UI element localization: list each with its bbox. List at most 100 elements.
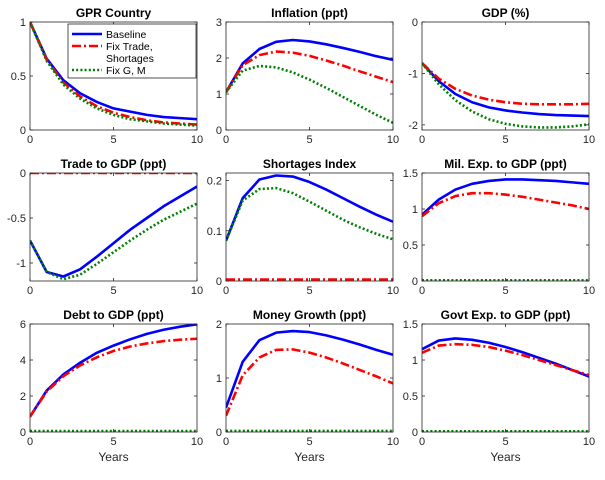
x-tick-label: 5: [502, 436, 508, 448]
series-group: [226, 329, 393, 432]
x-tick-label: 5: [306, 285, 312, 297]
y-tick-label: 1: [20, 17, 26, 29]
y-tick-label: 1: [412, 204, 418, 216]
series-line-baseline: [30, 185, 197, 278]
series-line-baseline: [422, 337, 589, 378]
series-line-fix-g-m: [30, 202, 197, 281]
series-line-baseline: [30, 324, 197, 418]
panel-trade-to-gdp-ppt: Trade to GDP (ppt) -1 -0.5 0 0 5 10: [7, 157, 203, 297]
y-tick-label: 0.5: [11, 71, 26, 83]
panel-mil-exp-to-gdp-ppt: Mil. Exp. to GDP (ppt) 0 0.5 1 1.5 0 5 10: [403, 157, 595, 297]
x-tick-label: 0: [419, 285, 425, 297]
y-tick-label: 0.2: [207, 176, 222, 188]
y-tick-label: 1: [412, 355, 418, 367]
series-group: [30, 173, 197, 281]
x-tick-label: 10: [387, 285, 399, 297]
x-tick-label: 10: [583, 436, 595, 448]
x-tick-label: 0: [27, 134, 33, 146]
y-tick-label: 2: [216, 319, 222, 331]
panel-title: GPR Country: [76, 6, 152, 20]
series-line-baseline: [422, 178, 589, 216]
x-tick-label: 10: [191, 436, 203, 448]
series-line-fix-trade-shortages: [30, 337, 197, 418]
x-tick-label: 5: [502, 285, 508, 297]
panel-title: Inflation (ppt): [271, 6, 348, 20]
x-tick-label: 0: [419, 134, 425, 146]
series-line-fix-g-m: [226, 186, 393, 242]
series-group: [422, 178, 589, 281]
y-tick-label: 0: [216, 276, 222, 288]
y-tick-label: 0: [20, 125, 26, 137]
panel-shortages-index: Shortages Index 0 0.1 0.2 0 5 10: [207, 157, 399, 297]
x-tick-label: 5: [110, 285, 116, 297]
series-line-fix-trade-shortages: [226, 50, 393, 93]
x-tick-label: 5: [110, 134, 116, 146]
x-tick-label: 10: [387, 436, 399, 448]
x-tick-label: 0: [419, 436, 425, 448]
x-axis-label: Years: [98, 450, 128, 464]
panel-inflation-ppt: Inflation (ppt) 0 1 2 3 0 5 10: [216, 6, 399, 146]
panel-govt-exp-to-gdp-ppt: Govt Exp. to GDP (ppt) 0 0.5 1 1.5 0 5 10 Years: [403, 308, 595, 464]
y-tick-label: 0.5: [403, 240, 418, 252]
x-tick-label: 0: [27, 436, 33, 448]
series-group: [422, 62, 589, 129]
axes-box: [421, 172, 590, 282]
panel-title: GDP (%): [482, 6, 530, 20]
series-line-fix-trade-shortages: [422, 62, 589, 106]
x-tick-label: 5: [306, 436, 312, 448]
series-line-fix-g-m: [30, 22, 197, 127]
y-tick-label: 0: [20, 168, 26, 180]
series-line-fix-trade-shortages: [422, 342, 589, 377]
legend-label-fix-trade-shortages: Fix Trade, Shortages: [106, 41, 154, 65]
panel-title: Govt Exp. to GDP (ppt): [441, 308, 571, 322]
series-group: [226, 38, 393, 124]
series-group: [30, 324, 197, 432]
panel-title: Trade to GDP (ppt): [61, 157, 167, 171]
series-line-fix-trade-shortages: [422, 191, 589, 218]
x-tick-label: 0: [27, 285, 33, 297]
axes-box: [225, 323, 394, 433]
axes-box: [421, 21, 590, 131]
y-tick-label: -0.5: [7, 213, 26, 225]
series-line-fix-trade-shortages: [226, 348, 393, 417]
y-tick-label: 0: [412, 17, 418, 29]
y-tick-label: 0.5: [403, 391, 418, 403]
y-tick-label: 0: [216, 125, 222, 137]
panel-title: Money Growth (ppt): [253, 308, 366, 322]
x-axis-label: Years: [490, 450, 520, 464]
y-tick-label: 4: [20, 355, 26, 367]
x-tick-label: 5: [110, 436, 116, 448]
series-line-baseline: [226, 38, 393, 93]
y-tick-label: -1: [408, 68, 418, 80]
panel-money-growth-ppt: Money Growth (ppt) 0 1 2 0 5 10 Years: [216, 308, 399, 464]
panel-gdp: GDP (%) -2 -1 0 0 5 10: [408, 6, 595, 146]
x-tick-label: 10: [191, 285, 203, 297]
series-group: [226, 174, 393, 281]
y-tick-label: 1.5: [403, 319, 418, 331]
legend-label-baseline: Baseline: [106, 29, 146, 41]
series-line-fix-g-m: [422, 62, 589, 129]
x-tick-label: 5: [306, 134, 312, 146]
y-tick-label: 0: [20, 427, 26, 439]
y-tick-label: 0: [412, 276, 418, 288]
legend-label-fix-g-m: Fix G, M: [106, 65, 146, 77]
series-group: [30, 22, 197, 127]
series-line-baseline: [226, 174, 393, 242]
axes-box: [225, 21, 394, 131]
axes-box: [29, 323, 198, 433]
x-tick-label: 10: [583, 134, 595, 146]
y-tick-label: 2: [216, 53, 222, 65]
y-tick-label: 0: [412, 427, 418, 439]
series-group: [422, 337, 589, 432]
panel-title: Mil. Exp. to GDP (ppt): [444, 157, 566, 171]
x-tick-label: 0: [223, 134, 229, 146]
y-tick-label: 0.1: [207, 226, 222, 238]
y-tick-label: 2: [20, 391, 26, 403]
y-tick-label: 1.5: [403, 168, 418, 180]
x-tick-label: 10: [583, 285, 595, 297]
y-tick-label: -1: [16, 258, 26, 270]
x-axis-label: Years: [294, 450, 324, 464]
